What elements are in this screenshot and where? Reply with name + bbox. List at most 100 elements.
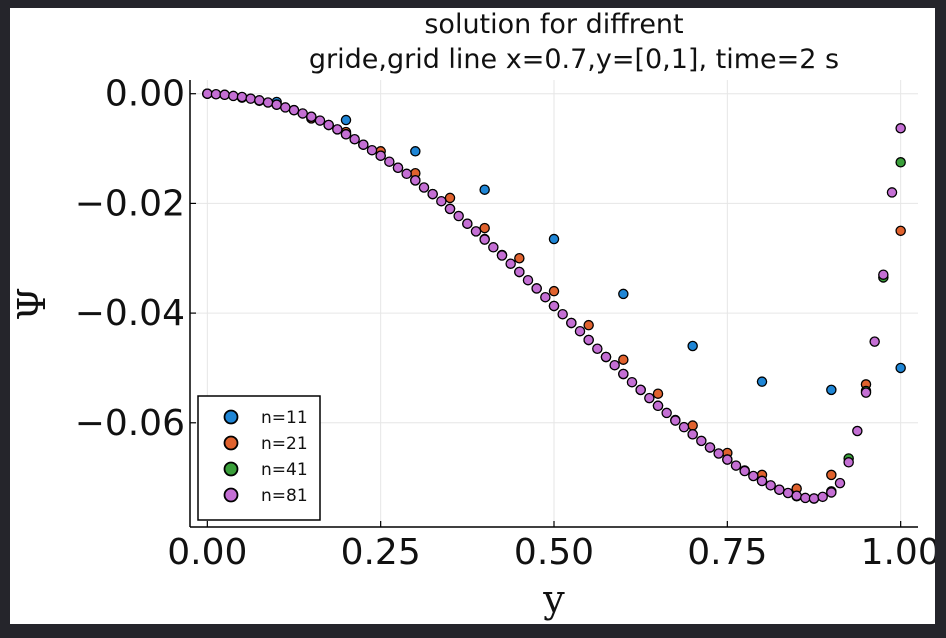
data-point <box>548 300 560 312</box>
data-point <box>202 88 213 99</box>
data-point <box>618 288 629 300</box>
data-point <box>583 319 594 331</box>
data-point <box>600 351 612 363</box>
data-point <box>843 457 854 468</box>
data-point <box>548 285 560 297</box>
data-point <box>288 104 300 116</box>
data-point <box>340 129 352 140</box>
data-point <box>314 115 326 126</box>
x-tick-labels: 0.00 0.25 0.50 0.75 1.00 <box>167 532 935 573</box>
data-point <box>756 475 768 487</box>
data-point <box>306 111 317 122</box>
chart-title-line-2: gride,grid line x=0.7,y=[0,1], time=2 s <box>309 44 839 75</box>
data-point <box>384 156 395 167</box>
series-n=81 <box>202 88 906 504</box>
data-point <box>254 95 265 106</box>
data-point <box>626 376 638 388</box>
legend: n=11 n=21 n=41 n=81 <box>197 395 321 521</box>
data-point <box>652 400 664 412</box>
data-point <box>722 454 733 465</box>
data-point <box>271 99 282 110</box>
data-point <box>592 343 603 354</box>
data-point <box>878 269 889 280</box>
data-point <box>557 308 568 320</box>
y-tick-label: −0.04 <box>75 293 185 334</box>
data-point <box>826 487 837 498</box>
data-point <box>661 407 672 419</box>
data-point <box>496 250 508 261</box>
data-point <box>808 493 820 504</box>
data-point <box>826 384 837 396</box>
legend-label: n=81 <box>261 486 308 506</box>
data-point <box>505 258 516 269</box>
data-point <box>704 442 716 453</box>
legend-marker <box>223 435 239 451</box>
data-point <box>583 334 594 346</box>
data-point <box>280 102 291 113</box>
data-point <box>488 242 499 253</box>
data-point <box>470 226 482 237</box>
data-point <box>713 448 724 459</box>
data-point <box>566 317 577 329</box>
data-point <box>436 195 447 207</box>
legend-label: n=41 <box>261 460 308 480</box>
data-point <box>635 384 646 396</box>
data-point <box>618 354 629 365</box>
data-point <box>401 168 412 180</box>
data-point <box>410 175 421 186</box>
data-point <box>670 415 681 426</box>
x-tick-label: 0.75 <box>687 532 767 573</box>
data-point <box>444 192 456 204</box>
y-tick-label: −0.02 <box>75 183 185 224</box>
data-point <box>826 469 837 481</box>
data-point <box>375 150 386 161</box>
data-point <box>869 336 880 347</box>
data-point <box>418 182 430 193</box>
y-axis-label: Ψ <box>10 287 54 320</box>
data-point <box>245 93 256 104</box>
data-point <box>228 90 239 102</box>
x-axis-label: y <box>542 577 565 621</box>
data-point <box>349 133 360 145</box>
plot-canvas: solution for diffrent gride,grid line x=… <box>10 8 935 624</box>
data-point <box>236 91 248 103</box>
data-point <box>531 283 542 294</box>
x-tick-label: 0.50 <box>514 532 594 573</box>
scatter-chart: solution for diffrent gride,grid line x=… <box>10 9 935 621</box>
data-point <box>219 89 230 101</box>
data-point <box>696 435 707 447</box>
data-point <box>210 89 222 100</box>
data-point <box>340 114 352 126</box>
data-point <box>652 388 664 399</box>
data-point <box>687 340 698 352</box>
data-point <box>479 222 490 234</box>
data-point <box>332 124 343 135</box>
chart-title-line-1: solution for diffrent <box>424 9 683 40</box>
legend-box <box>197 395 321 521</box>
data-point <box>800 492 811 504</box>
data-point <box>574 325 586 337</box>
data-point <box>895 123 906 134</box>
data-point <box>453 210 464 222</box>
legend-label: n=11 <box>261 408 308 428</box>
y-tick-labels: 0.00 −0.02 −0.04 −0.06 <box>75 74 185 444</box>
data-point <box>895 362 906 374</box>
data-point <box>782 487 794 499</box>
axes <box>189 80 918 528</box>
data-point <box>479 184 490 195</box>
data-point <box>609 359 620 371</box>
data-point <box>895 157 906 168</box>
data-point <box>834 477 846 489</box>
x-tick-label: 1.00 <box>861 532 935 573</box>
data-point <box>678 421 690 433</box>
data-point <box>860 387 872 398</box>
data-point <box>756 376 768 387</box>
data-point <box>540 291 551 303</box>
data-point <box>548 233 560 245</box>
data-point <box>687 420 698 431</box>
data-point <box>886 187 898 198</box>
data-point <box>644 392 655 404</box>
data-point <box>410 146 421 157</box>
data-point <box>514 266 525 278</box>
data-points <box>202 88 906 504</box>
